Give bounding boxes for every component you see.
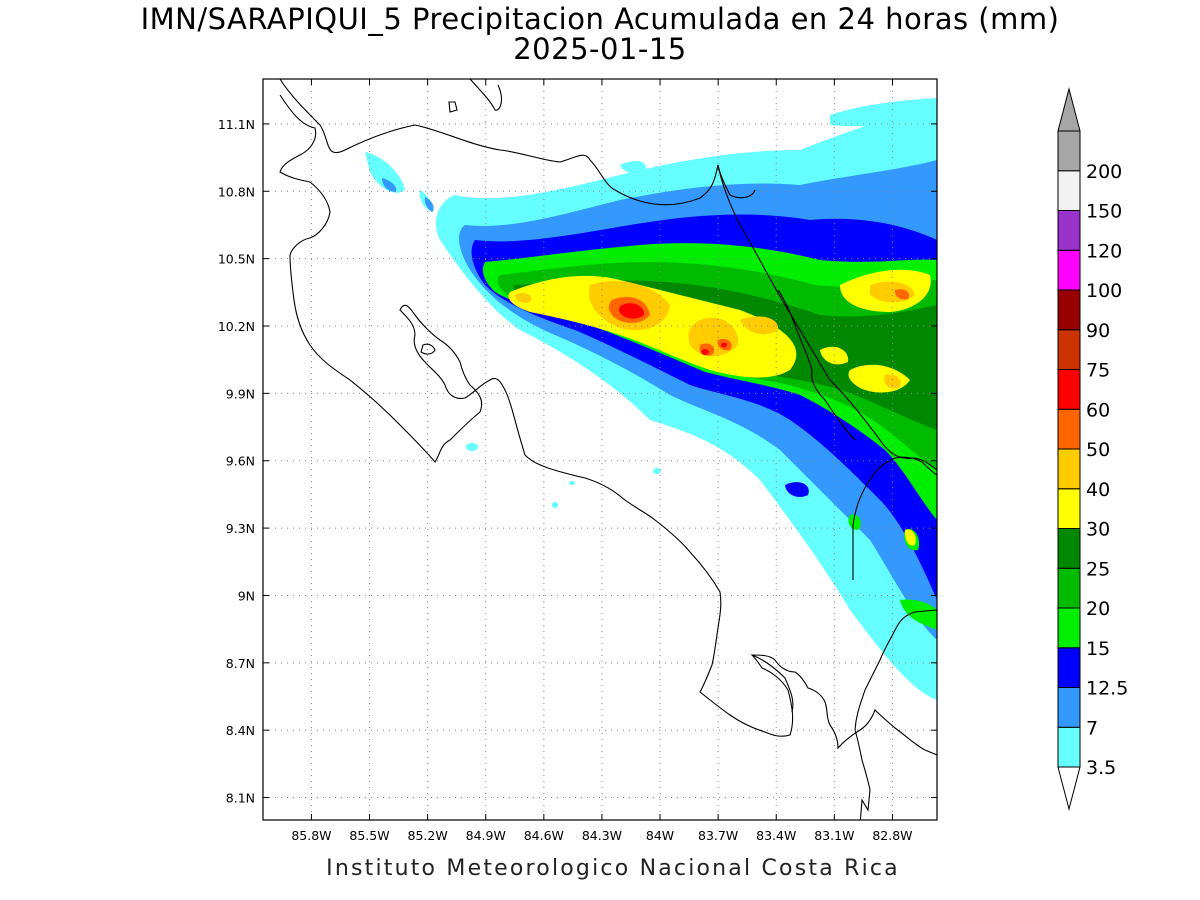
- colorbar-label: 15: [1086, 638, 1110, 660]
- lat-tick-label: 9.3N: [226, 521, 255, 536]
- coastlines: [279, 79, 937, 820]
- footer-credit: Instituto Meteorologico Nacional Costa R…: [326, 856, 900, 881]
- map-frame: [262, 78, 938, 821]
- lat-tick-label: 8.4N: [226, 723, 255, 738]
- nicaragua-north-coast: [469, 79, 502, 111]
- border-north: [777, 289, 856, 441]
- nicaragua-islet: [448, 101, 458, 113]
- colorbar: 3.5 7 12.5 15 20 25 30 40 50 60 75 90 100 120 150 200: [1057, 87, 1128, 811]
- costa-rica-panama-border: [852, 456, 937, 820]
- colorbar-label: 200: [1086, 161, 1122, 183]
- lon-tick-label: 83.1W: [814, 828, 854, 843]
- lon-tick-label: 85.8W: [291, 828, 331, 843]
- colorbar-swatch: [1057, 567, 1081, 609]
- colorbar-swatch: [1057, 687, 1081, 728]
- lat-lon-grid: 85.8W 85.5W 85.2W 84.9W 84.6W 84.3W 84W 83.7W 83…: [218, 79, 937, 843]
- colorbar-swatch: [1057, 408, 1081, 450]
- lat-tick-label: 9.6N: [226, 454, 255, 469]
- colorbar-swatch: [1057, 130, 1081, 172]
- lat-tick-label: 10.2N: [218, 319, 255, 334]
- nicaragua-lake-shore: [279, 79, 937, 471]
- lat-tick-label: 8.1N: [226, 791, 255, 806]
- colorbar-label: 7: [1086, 717, 1098, 739]
- lon-tick-label: 83.7W: [698, 828, 738, 843]
- lon-tick-label: 84W: [646, 828, 674, 843]
- colorbar-label: 12.5: [1086, 678, 1128, 700]
- map-title: IMN/SARAPIQUI_5 Precipitacion Acumulada …: [140, 2, 1060, 36]
- lon-tick-label: 84.3W: [582, 828, 622, 843]
- colorbar-swatch: [1057, 369, 1081, 410]
- lat-tick-label: 8.7N: [226, 656, 255, 671]
- pacific-coast-north: [279, 94, 937, 756]
- colorbar-label: 30: [1086, 519, 1110, 541]
- colorbar-under-arrow: [1057, 766, 1081, 811]
- colorbar-label: 90: [1086, 320, 1110, 342]
- colorbar-swatch: [1057, 249, 1081, 291]
- colorbar-swatch: [1057, 329, 1081, 370]
- colorbar-label: 50: [1086, 439, 1110, 461]
- caribbean-coast: [717, 164, 756, 199]
- precip-band-60: [618, 303, 645, 319]
- colorbar-swatch: [1057, 607, 1081, 649]
- colorbar-label: 3.5: [1086, 757, 1116, 779]
- lat-tick-label: 10.5N: [218, 252, 255, 267]
- lon-tick-label: 84.6W: [524, 828, 564, 843]
- colorbar-swatch: [1057, 210, 1081, 251]
- colorbar-label: 150: [1086, 201, 1122, 223]
- colorbar-swatch: [1057, 448, 1081, 490]
- lat-tick-label: 9N: [238, 588, 255, 603]
- lon-tick-label: 82.8W: [872, 828, 912, 843]
- colorbar-swatch: [1057, 170, 1081, 211]
- colorbar-label: 120: [1086, 240, 1122, 262]
- lon-tick-label: 84.9W: [466, 828, 506, 843]
- colorbar-swatch: [1057, 647, 1081, 688]
- lat-tick-label: 11.1N: [218, 117, 255, 132]
- colorbar-swatch: [1057, 528, 1081, 569]
- colorbar-label: 60: [1086, 399, 1110, 421]
- lat-tick-label: 10.8N: [218, 184, 255, 199]
- colorbar-label: 100: [1086, 280, 1122, 302]
- lat-tick-label: 9.9N: [226, 386, 255, 401]
- lon-tick-label: 83.4W: [756, 828, 796, 843]
- lon-tick-label: 85.2W: [408, 828, 448, 843]
- colorbar-swatch: [1057, 289, 1081, 331]
- map-date: 2025-01-15: [513, 32, 687, 66]
- gulf-nicoya-island: [420, 343, 436, 355]
- precipitation-field: [365, 98, 937, 700]
- colorbar-over-arrow: [1057, 87, 1081, 132]
- colorbar-label: 20: [1086, 598, 1110, 620]
- lon-tick-label: 85.5W: [349, 828, 389, 843]
- colorbar-label: 25: [1086, 558, 1110, 580]
- colorbar-label: 40: [1086, 479, 1110, 501]
- osa-peninsula: [751, 654, 794, 713]
- colorbar-swatch: [1057, 726, 1081, 768]
- colorbar-swatch: [1057, 488, 1081, 529]
- colorbar-label: 75: [1086, 360, 1110, 382]
